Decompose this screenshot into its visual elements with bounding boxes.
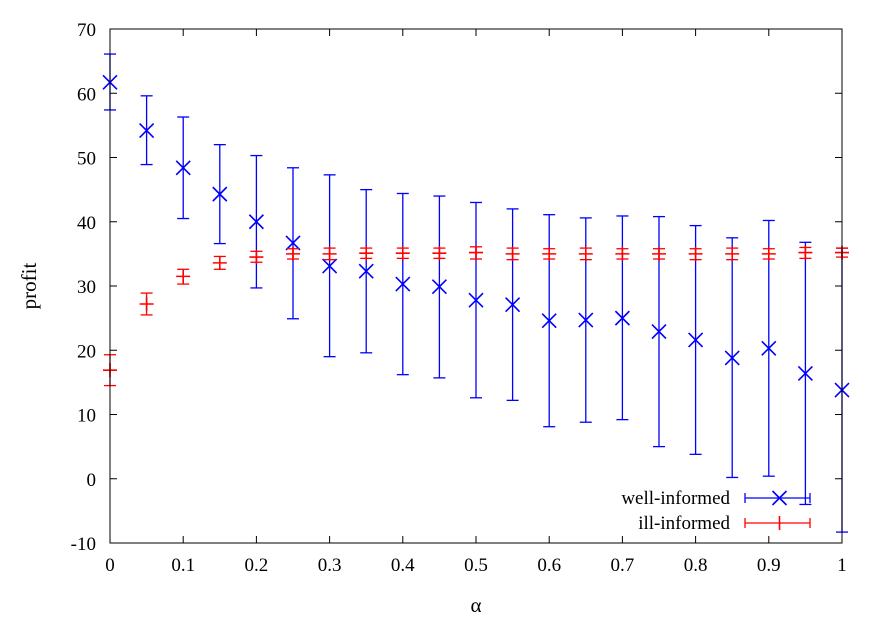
data-point: [395, 276, 411, 292]
legend-label-well-informed: well-informed: [621, 488, 730, 509]
y-tick-label: 20: [77, 341, 96, 362]
x-tick-label: 0.5: [464, 555, 488, 576]
x-tick-label: 0: [105, 555, 115, 576]
data-point: [395, 246, 410, 261]
data-point: [212, 186, 228, 202]
series-well-informed: [102, 53, 850, 533]
data-point: [578, 312, 594, 328]
data-point: [797, 365, 813, 381]
data-point: [469, 245, 483, 260]
x-tick-label: 0.8: [684, 555, 708, 576]
x-tick-label: 0.9: [757, 555, 781, 576]
data-point: [615, 246, 630, 261]
x-tick-label: 0.1: [171, 555, 195, 576]
data-point: [176, 269, 191, 284]
data-point: [542, 246, 557, 261]
data-point: [358, 263, 374, 279]
data-point: [432, 246, 447, 261]
series-ill-informed: [103, 245, 849, 387]
y-tick-label: 50: [77, 149, 96, 170]
data-point: [688, 332, 704, 348]
data-point: [578, 246, 593, 261]
legend: well-informed ill-informed: [621, 488, 811, 534]
data-point: [798, 245, 813, 260]
data-point: [322, 258, 338, 274]
x-tick-label: 0.6: [537, 555, 561, 576]
data-point: [651, 324, 667, 340]
data-point: [359, 246, 374, 261]
y-tick-label: 10: [77, 406, 96, 427]
y-tick-label: 30: [77, 277, 96, 298]
data-point: [725, 246, 740, 261]
plot-content: [102, 53, 850, 533]
y-axis-label: profit: [17, 263, 41, 310]
y-tick-label: 60: [77, 84, 96, 105]
data-point: [285, 235, 301, 251]
legend-marker: [771, 490, 788, 506]
data-point: [541, 313, 557, 329]
y-tick-label: -10: [71, 534, 96, 555]
data-point: [468, 292, 484, 308]
data-point: [139, 296, 154, 311]
data-point: [286, 246, 300, 261]
data-point: [322, 246, 337, 261]
data-point: [761, 246, 776, 261]
data-point: [724, 350, 740, 366]
y-tick-label: 70: [77, 20, 96, 41]
data-point: [652, 246, 666, 261]
x-tick-label: 0.4: [391, 555, 415, 576]
y-tick-label: 0: [87, 470, 97, 491]
data-point: [248, 214, 264, 230]
x-tick-label: 0.7: [611, 555, 635, 576]
axis-ticks: 0 0.1 0.2 0.3 0.4 0.5 0.6 0.7 0.8 0.9 1 -10 0 10 20 30 4…: [71, 20, 847, 576]
data-point: [431, 279, 447, 295]
y-tick-label: 40: [77, 213, 96, 234]
x-tick-label: 1: [837, 555, 847, 576]
x-tick-label: 0.2: [245, 555, 269, 576]
data-point: [249, 250, 264, 265]
x-axis-label: α: [470, 593, 481, 617]
data-point: [212, 255, 227, 270]
data-point: [139, 122, 155, 139]
data-point: [505, 297, 521, 313]
legend-label-ill-informed: ill-informed: [638, 513, 730, 534]
data-point: [175, 160, 191, 176]
data-point: [614, 310, 630, 326]
data-point: [761, 340, 777, 356]
x-tick-label: 0.3: [318, 555, 342, 576]
data-point: [688, 246, 703, 261]
data-point: [505, 246, 520, 261]
